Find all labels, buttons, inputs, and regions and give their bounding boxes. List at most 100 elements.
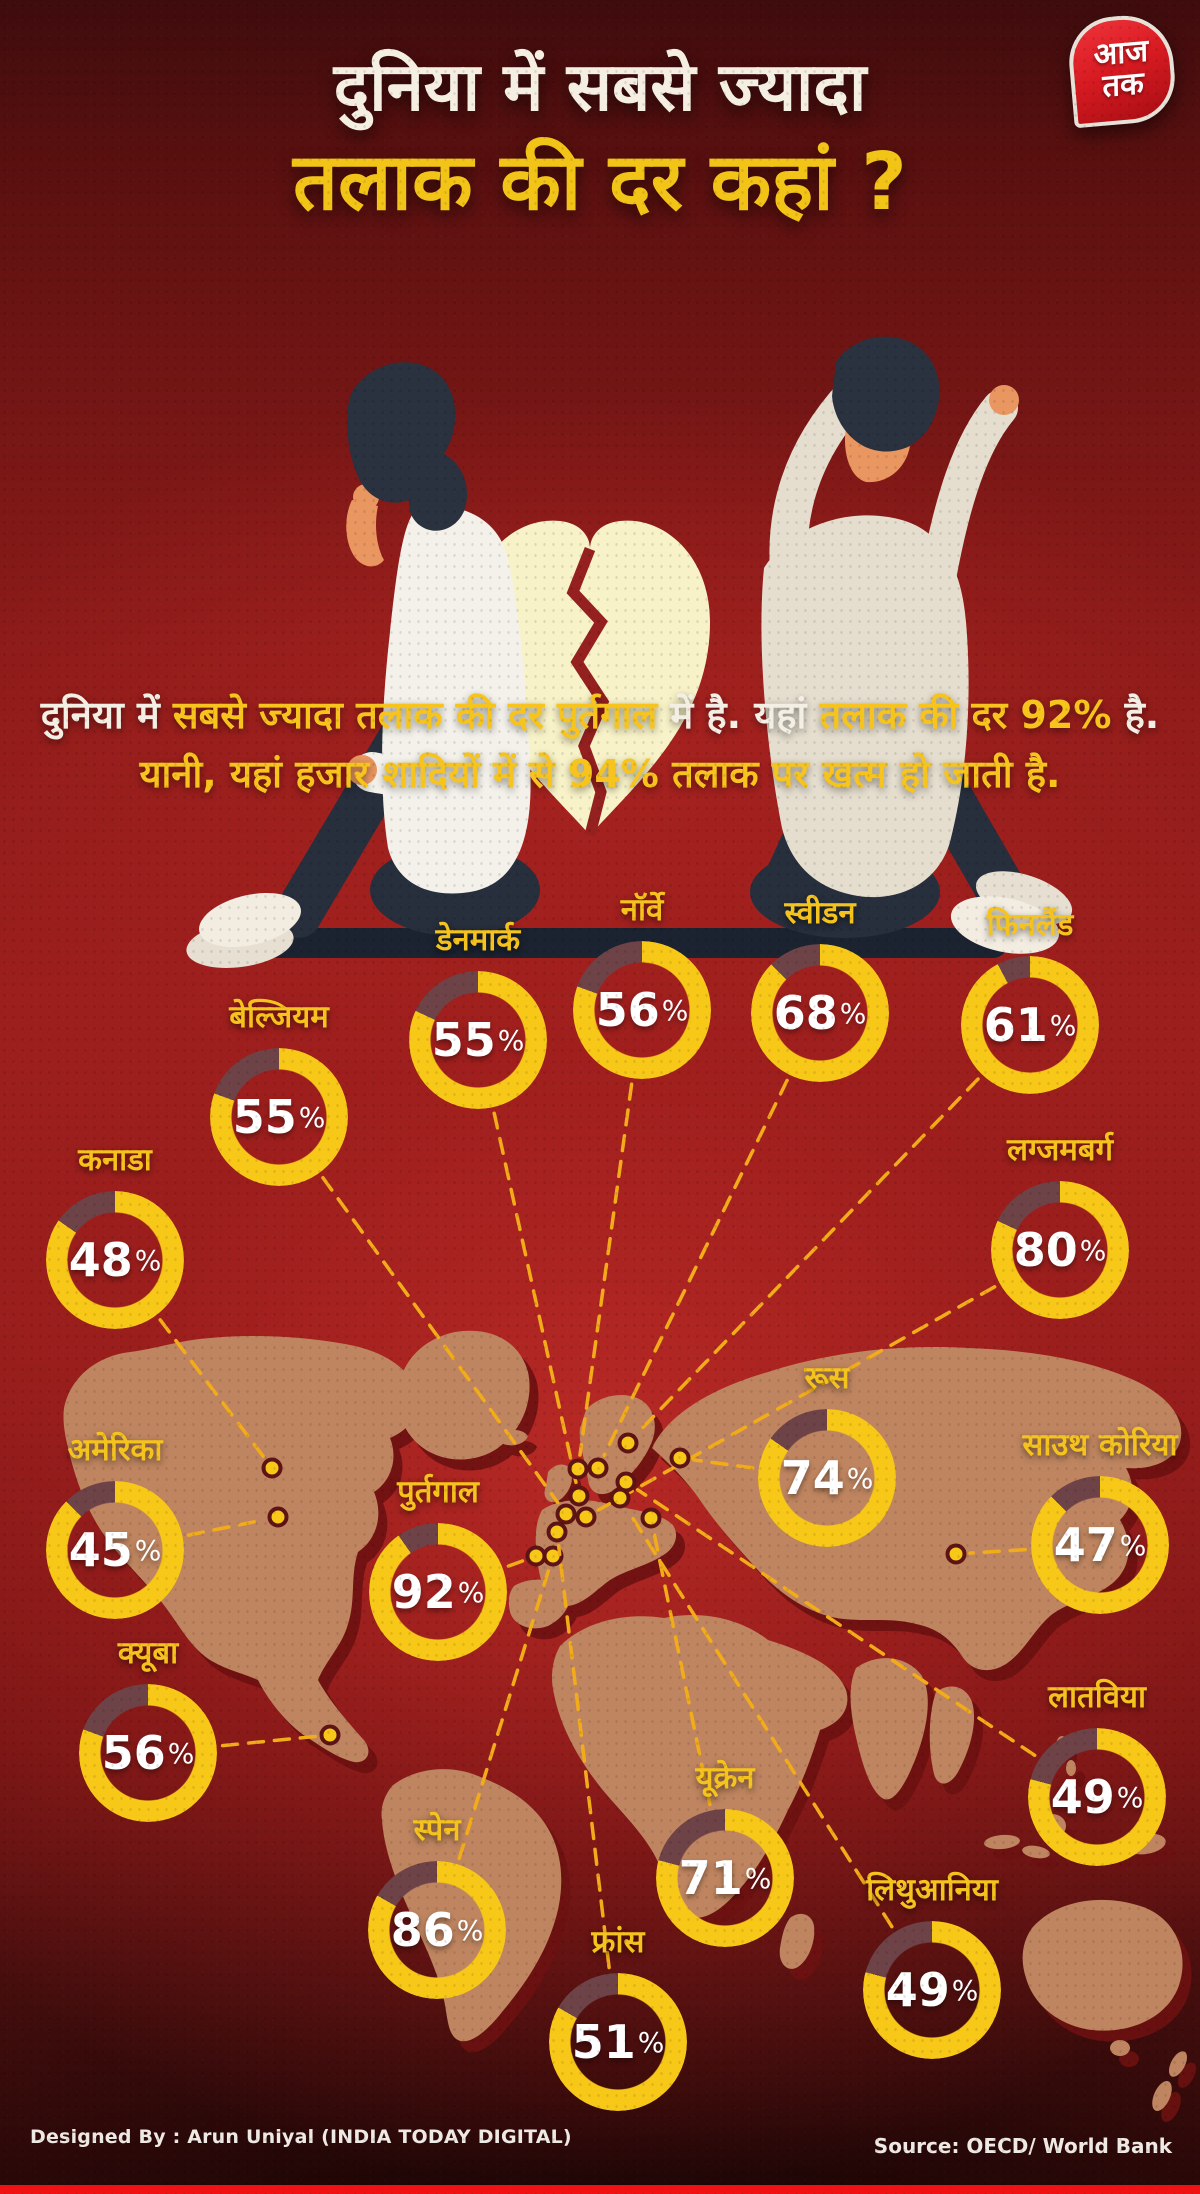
donut-ring bbox=[46, 1481, 184, 1619]
map-location-dot bbox=[669, 1447, 691, 1469]
map-location-dot bbox=[609, 1487, 631, 1509]
donut-8: 74% bbox=[758, 1409, 896, 1547]
source-credit: Source: OECD/ World Bank bbox=[873, 2134, 1172, 2158]
map-location-dot bbox=[261, 1457, 283, 1479]
man-figure bbox=[750, 336, 1073, 954]
donut-value-number: 56 bbox=[595, 983, 660, 1037]
intro-segment: दुनिया में bbox=[40, 693, 173, 737]
donut-value: 56% bbox=[573, 941, 711, 1079]
donut-ring bbox=[409, 971, 547, 1109]
woman-figure bbox=[186, 362, 540, 968]
country-label: साउथ कोरिया bbox=[1022, 1427, 1178, 1463]
connector-line bbox=[652, 1529, 712, 1807]
donut-5: 61% bbox=[961, 956, 1099, 1094]
country-label: रूस bbox=[804, 1360, 850, 1396]
donut-10: 47% bbox=[1031, 1476, 1169, 1614]
percent-sign: % bbox=[1116, 1780, 1144, 1814]
intro-segment: में है. यहां bbox=[670, 693, 820, 737]
percent-sign: % bbox=[134, 1243, 162, 1277]
map-connectors bbox=[158, 1077, 1037, 1970]
logo-text-line2: तक bbox=[1102, 65, 1145, 105]
country-label: स्वीडन bbox=[784, 895, 856, 931]
donut-3: 56% bbox=[573, 941, 711, 1079]
donut-ring bbox=[79, 1684, 217, 1822]
donut-value: 49% bbox=[1028, 1728, 1166, 1866]
donut-6: 80% bbox=[991, 1181, 1129, 1319]
intro-segment: सबसे ज्यादा तलाक की दर पुर्तगाल bbox=[172, 693, 671, 737]
connector-line bbox=[635, 1077, 980, 1435]
donut-11: 56% bbox=[79, 1684, 217, 1822]
donut-value-number: 92 bbox=[391, 1565, 456, 1619]
donut-15: 49% bbox=[863, 1921, 1001, 2059]
broken-heart-icon bbox=[470, 520, 710, 837]
donut-14: 86% bbox=[368, 1861, 506, 1999]
donut-value-number: 56 bbox=[101, 1726, 166, 1780]
donut-value-number: 49 bbox=[885, 1963, 950, 2017]
country-label: क्यूबा bbox=[117, 1635, 179, 1671]
donut-2: 55% bbox=[409, 971, 547, 1109]
donut-7: 45% bbox=[46, 1481, 184, 1619]
donut-ring bbox=[1031, 1476, 1169, 1614]
donut-4: 68% bbox=[751, 944, 889, 1082]
country-label: स्पेन bbox=[413, 1812, 461, 1848]
donut-ring bbox=[573, 941, 711, 1079]
map-location-dot bbox=[267, 1506, 289, 1528]
connector-line bbox=[625, 1508, 894, 1929]
donut-value-number: 80 bbox=[1013, 1223, 1078, 1277]
donut-value: 51% bbox=[549, 1973, 687, 2111]
donut-value-number: 55 bbox=[232, 1090, 297, 1144]
percent-sign: % bbox=[846, 1461, 874, 1495]
connector-line bbox=[186, 1518, 267, 1537]
map-location-dot bbox=[617, 1432, 639, 1454]
donut-ring bbox=[863, 1921, 1001, 2059]
country-label: लातविया bbox=[1048, 1679, 1146, 1715]
percent-sign: % bbox=[298, 1100, 326, 1134]
country-label: पुर्तगाल bbox=[397, 1474, 479, 1510]
designer-credit: Designed By : Arun Uniyal (INDIA TODAY D… bbox=[30, 2126, 572, 2148]
donut-ring bbox=[368, 1861, 506, 1999]
connector-line bbox=[596, 1285, 997, 1512]
percent-sign: % bbox=[951, 1973, 979, 2007]
connector-line bbox=[457, 1567, 551, 1861]
donut-value-number: 61 bbox=[983, 998, 1048, 1052]
donut-value-number: 74 bbox=[780, 1451, 845, 1505]
country-label: डेनमार्क bbox=[435, 922, 521, 958]
percent-sign: % bbox=[839, 996, 867, 1030]
country-label: लग्जमबर्ग bbox=[1006, 1132, 1114, 1168]
connector-line bbox=[220, 1734, 318, 1748]
donut-ring bbox=[961, 956, 1099, 1094]
percent-sign: % bbox=[167, 1736, 195, 1770]
donut-value: 56% bbox=[79, 1684, 217, 1822]
percent-sign: % bbox=[661, 993, 689, 1027]
title-line1: दुनिया में सबसे ज्यादा bbox=[333, 48, 867, 126]
donut-1: 55% bbox=[210, 1048, 348, 1186]
donut-value: 55% bbox=[409, 971, 547, 1109]
donut-9: 92% bbox=[369, 1523, 507, 1661]
percent-sign: % bbox=[1049, 1008, 1077, 1042]
connector-line bbox=[158, 1318, 266, 1459]
donut-value: 48% bbox=[46, 1191, 184, 1329]
connector-line bbox=[578, 1082, 634, 1457]
donut-ring bbox=[46, 1191, 184, 1329]
donut-value-number: 55 bbox=[431, 1013, 496, 1067]
intro-segment: तलाक की दर 92% bbox=[819, 693, 1125, 737]
donut-value-number: 47 bbox=[1053, 1518, 1118, 1572]
intro-line2: यानी, यहां हजार शादियों में से 94% तलाक … bbox=[139, 751, 1061, 796]
donut-ring bbox=[1028, 1728, 1166, 1866]
donut-value-number: 51 bbox=[571, 2015, 636, 2069]
intro-paragraph: दुनिया में सबसे ज्यादा तलाक की दर पुर्तग… bbox=[0, 686, 1200, 804]
connector-line bbox=[692, 1458, 755, 1470]
donut-value-number: 86 bbox=[390, 1903, 455, 1957]
percent-sign: % bbox=[744, 1861, 772, 1895]
donut-value: 55% bbox=[210, 1048, 348, 1186]
donut-ring bbox=[210, 1048, 348, 1186]
connector-line bbox=[506, 1559, 525, 1568]
country-label: बेल्जियम bbox=[229, 999, 329, 1035]
donut-ring bbox=[369, 1523, 507, 1661]
donut-ring bbox=[549, 1973, 687, 2111]
map-location-dot bbox=[587, 1457, 609, 1479]
map-location-dot bbox=[555, 1503, 577, 1525]
